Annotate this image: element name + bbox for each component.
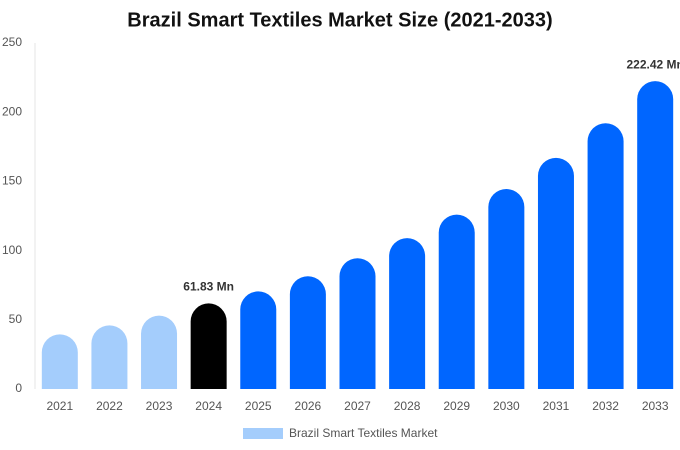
x-tick-label: 2032 <box>592 399 619 413</box>
value-label: 61.83 Mn <box>183 280 234 294</box>
y-tick-label: 0 <box>15 381 22 395</box>
x-tick-label: 2029 <box>443 399 470 413</box>
bar <box>91 325 128 389</box>
bar <box>537 157 574 389</box>
legend-label: Brazil Smart Textiles Market <box>289 426 438 440</box>
x-tick-label: 2025 <box>245 399 272 413</box>
x-tick-label: 2023 <box>146 399 173 413</box>
bar <box>141 315 178 389</box>
y-tick-label: 250 <box>2 35 22 49</box>
x-tick-label: 2024 <box>195 399 222 413</box>
bar <box>389 238 426 389</box>
y-tick-label: 50 <box>9 312 23 326</box>
bar <box>289 276 326 389</box>
x-tick-label: 2028 <box>394 399 421 413</box>
y-tick-label: 150 <box>2 174 22 188</box>
chart-title: Brazil Smart Textiles Market Size (2021-… <box>127 9 552 31</box>
bar <box>190 303 227 389</box>
x-tick-label: 2031 <box>543 399 570 413</box>
x-tick-label: 2021 <box>46 399 73 413</box>
bar <box>339 258 376 389</box>
value-label: 222.42 Mn <box>627 57 680 71</box>
bar <box>438 214 475 389</box>
x-tick-label: 2027 <box>344 399 371 413</box>
legend-swatch <box>243 428 283 439</box>
x-tick-label: 2026 <box>295 399 322 413</box>
bar <box>240 291 277 389</box>
x-tick-label: 2030 <box>493 399 520 413</box>
bar <box>488 189 525 389</box>
x-tick-label: 2033 <box>642 399 669 413</box>
y-tick-label: 200 <box>2 104 22 118</box>
bar <box>41 334 78 389</box>
y-tick-label: 100 <box>2 243 22 257</box>
bar <box>587 123 624 389</box>
x-tick-label: 2022 <box>96 399 123 413</box>
bar <box>637 81 674 390</box>
